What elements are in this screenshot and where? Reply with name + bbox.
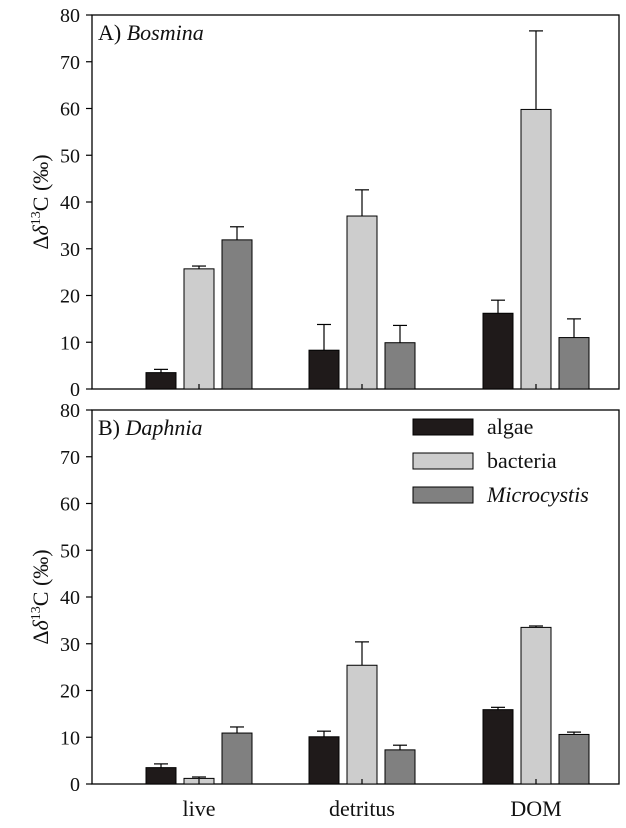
y-label-superscript: 13 xyxy=(29,606,44,620)
bar-bacteria-dom xyxy=(520,626,552,785)
legend-swatch-microcystis xyxy=(412,486,474,504)
y-label-prefix: Δ xyxy=(28,630,53,644)
y-tick-label: 30 xyxy=(60,634,80,656)
y-label-delta: δ xyxy=(28,224,53,235)
bar-algae-detritus xyxy=(308,736,340,785)
legend-label-bacteria: bacteria xyxy=(487,448,557,473)
bar-algae-live xyxy=(145,767,177,785)
y-tick-label: 10 xyxy=(60,332,80,354)
bar-bacteria-detritus xyxy=(346,664,378,785)
y-axis-label: Δδ13C (‰) xyxy=(28,549,53,644)
bar-algae-dom xyxy=(482,709,514,785)
panel-title: A) Bosmina xyxy=(98,20,204,45)
x-tick-label: live xyxy=(183,796,216,821)
legend-label-algae: algae xyxy=(487,414,533,439)
bar-microcystis-dom xyxy=(558,337,590,390)
x-tick-label: detritus xyxy=(329,796,395,821)
y-label-prefix: Δ xyxy=(28,235,53,249)
y-tick-label: 80 xyxy=(60,400,80,422)
bar-bacteria-dom xyxy=(520,108,552,390)
y-tick-label: 70 xyxy=(60,52,80,74)
panel-a: 0 10 20 30 40 50 60 70 80 Δδ13C (‰) A) Bosmina xyxy=(28,5,620,401)
y-tick-label: 40 xyxy=(60,192,80,214)
panel-title: B) Daphnia xyxy=(98,415,203,440)
legend-swatch-bacteria xyxy=(412,452,474,470)
bar-bacteria-detritus xyxy=(346,215,378,390)
y-tick-label: 50 xyxy=(60,540,80,562)
legend-swatch-algae xyxy=(412,418,474,436)
y-tick-label: 60 xyxy=(60,494,80,516)
y-tick-label: 40 xyxy=(60,587,80,609)
y-label-delta: δ xyxy=(28,619,53,630)
bar-microcystis-detritus xyxy=(384,342,416,390)
panel-title-taxon: Bosmina xyxy=(127,20,204,45)
y-tick-label: 20 xyxy=(60,681,80,703)
bar-bacteria-live xyxy=(183,268,215,390)
bar-algae-detritus xyxy=(308,349,340,390)
bar-microcystis-live xyxy=(221,732,253,785)
y-tick-label: 30 xyxy=(60,239,80,261)
y-tick-label: 70 xyxy=(60,447,80,469)
panel-title-label: B) xyxy=(98,415,126,440)
bar-algae-live xyxy=(145,372,177,390)
panel-b: 0 10 20 30 40 50 60 70 80 Δδ13C (‰) B) Daphnia live… xyxy=(28,400,620,821)
bar-microcystis-dom xyxy=(558,733,590,785)
bar-microcystis-live xyxy=(221,239,253,390)
y-label-suffix: C (‰) xyxy=(28,154,53,211)
y-tick-label: 0 xyxy=(70,774,80,796)
y-tick-label: 80 xyxy=(60,5,80,27)
panel-title-label: A) xyxy=(98,20,127,45)
x-tick-label: DOM xyxy=(510,796,561,821)
y-tick-label: 50 xyxy=(60,145,80,167)
y-axis-label: Δδ13C (‰) xyxy=(28,154,53,249)
y-label-superscript: 13 xyxy=(29,211,44,225)
y-tick-label: 0 xyxy=(70,379,80,401)
bar-microcystis-detritus xyxy=(384,749,416,785)
panel-title-taxon: Daphnia xyxy=(125,415,203,440)
bar-algae-dom xyxy=(482,312,514,390)
y-tick-label: 20 xyxy=(60,286,80,308)
y-label-suffix: C (‰) xyxy=(28,549,53,606)
legend: algae bacteria Microcystis xyxy=(412,414,589,507)
y-tick-label: 60 xyxy=(60,99,80,121)
y-tick-label: 10 xyxy=(60,727,80,749)
legend-label-microcystis: Microcystis xyxy=(486,482,589,507)
